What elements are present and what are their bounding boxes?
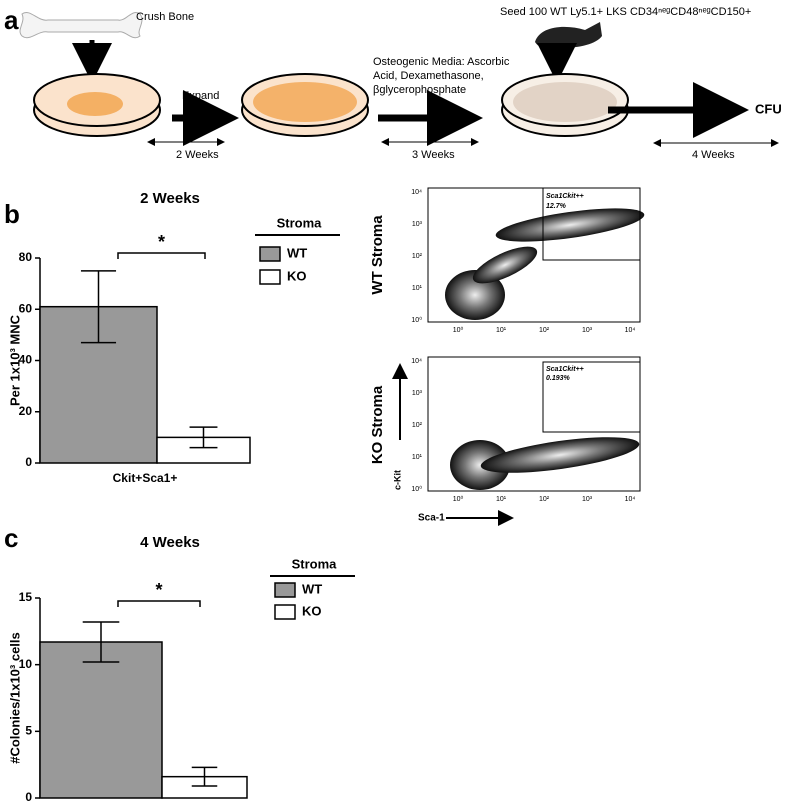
y-tick-label: 40 — [19, 353, 33, 367]
gate — [542, 361, 641, 433]
flow-tick-label: 10² — [412, 253, 423, 260]
density — [495, 208, 645, 242]
period-label: 2 Weeks — [176, 149, 219, 161]
density — [450, 440, 510, 490]
legend-label: KO — [302, 603, 322, 618]
flow-tick-label: 10¹ — [496, 327, 507, 334]
flow-tick-label: 10⁴ — [411, 358, 422, 365]
row-label: WT Stroma — [369, 215, 386, 295]
gate — [542, 187, 641, 261]
error-bar — [80, 270, 117, 344]
flow-tick-label: 10⁰ — [453, 495, 464, 503]
legend-swatch — [274, 582, 296, 598]
y-tick-label: 15 — [19, 590, 33, 604]
panel-label: c — [4, 523, 18, 553]
flow-plots: Sca1Ckit++ 12.7% Sca1Ckit++ 0.193% WT St… — [369, 187, 645, 526]
flow-tick-label: 10³ — [412, 390, 423, 397]
flow-tick-label: 10⁰ — [411, 485, 422, 493]
legend-title: Stroma — [292, 556, 338, 571]
panel-label: a — [4, 5, 19, 35]
legend-swatch — [259, 269, 281, 285]
cells — [253, 82, 357, 122]
y-tick-label: 5 — [25, 724, 32, 738]
flow-tick-label: 10⁰ — [453, 326, 464, 334]
flow-tick-label: 10³ — [582, 327, 593, 334]
step-label: Osteogenic Media: Ascorbic — [373, 56, 510, 68]
legend-label: WT — [302, 581, 322, 596]
cells — [67, 92, 123, 116]
error-bar — [189, 426, 218, 449]
period-label: 3 Weeks — [412, 149, 455, 161]
step-label: Expand — [182, 90, 219, 102]
mouse-icon — [535, 22, 602, 49]
significance-label: * — [158, 232, 165, 252]
gate-percent: 0.193% — [546, 375, 571, 382]
legend-title: Stroma — [277, 215, 323, 230]
gate-percent: 12.7% — [546, 203, 567, 210]
significance-bracket — [117, 600, 201, 607]
flow-ticks: 10⁰ 10⁰ 10¹ 10¹ 10² 10² 10³ 10³ 10⁴ 10⁴ 10⁰ 10⁰ 10¹ 1… — [411, 189, 635, 503]
flow-tick-label: 10³ — [582, 496, 593, 503]
y-tick-label: 0 — [25, 455, 32, 469]
chart-title: 4 Weeks — [140, 534, 200, 551]
density — [472, 246, 538, 284]
flow-tick-label: 10¹ — [412, 454, 423, 461]
flow-tick-label: 10⁴ — [625, 496, 636, 503]
flow-tick-label: 10² — [539, 327, 550, 334]
legend-swatch — [259, 246, 281, 262]
flow-tick-label: 10¹ — [496, 496, 507, 503]
y-axis-label: Per 1x10³ MNC — [7, 314, 22, 406]
legend-label: KO — [287, 268, 307, 283]
step-label: Acid, Dexamethasone, — [373, 70, 484, 82]
legend-label: WT — [287, 245, 307, 260]
error-bar — [191, 766, 218, 787]
flow-tick-label: 10² — [412, 422, 423, 429]
flow-tick-label: 10¹ — [412, 285, 423, 292]
step-label: Seed 100 WT Ly5.1+ LKS CD34ⁿᵉᵍCD48ⁿᵉᵍCD1… — [500, 6, 751, 18]
step-label: Crush Bone — [136, 11, 194, 23]
flow-tick-label: 10² — [539, 496, 550, 503]
y-tick-label: 60 — [19, 301, 33, 315]
legend-swatch — [274, 604, 296, 620]
panel-label: b — [4, 199, 20, 229]
y-axis-label: #Colonies/1x10³ cells — [7, 632, 22, 764]
flow-y-label: c-Kit — [392, 470, 402, 490]
error-bar — [82, 621, 120, 663]
chart-title: 2 Weeks — [140, 190, 200, 207]
gate-label: Sca1Ckit++ — [546, 193, 584, 200]
flow-tick-label: 10⁴ — [625, 327, 636, 334]
significance-label: * — [155, 580, 162, 600]
y-tick-label: 0 — [25, 790, 32, 804]
diagram: Crush Bone Expand 2 Weeks Osteogenic Med… — [19, 6, 782, 161]
flow-tick-label: 10⁰ — [411, 316, 422, 324]
flow-x-label: Sca-1 — [418, 513, 445, 524]
bar — [39, 641, 163, 799]
x-tick-label: Ckit+Sca1+ — [113, 471, 178, 485]
flow-tick-label: 10³ — [412, 221, 423, 228]
step-label: βglycerophosphate — [373, 84, 466, 96]
y-tick-label: 10 — [19, 657, 33, 671]
period-label: 4 Weeks — [692, 149, 735, 161]
gate-label: Sca1Ckit++ — [546, 366, 584, 373]
bone-icon — [19, 12, 143, 39]
row-label: KO Stroma — [369, 385, 386, 464]
density — [480, 437, 640, 473]
y-tick-label: 20 — [19, 404, 33, 418]
flow-tick-label: 10⁴ — [411, 189, 422, 196]
cells — [513, 82, 617, 122]
significance-bracket — [117, 252, 206, 259]
y-tick-label: 80 — [19, 250, 33, 264]
result-label: CFU — [755, 101, 782, 116]
